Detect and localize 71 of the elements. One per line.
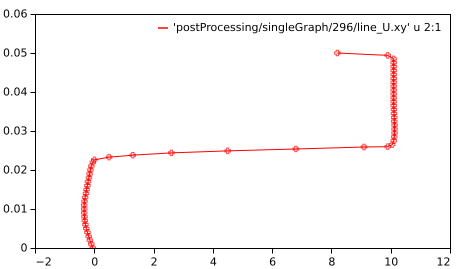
point (80, 210, 88, 216)
point (80, 202, 88, 208)
point (292, 146, 300, 152)
point (384, 143, 391, 150)
point (391, 122, 398, 128)
point (91, 156, 98, 164)
point (130, 152, 136, 158)
point (391, 118, 398, 124)
point (390, 86, 397, 94)
point (88, 240, 95, 248)
point (390, 67, 397, 74)
point (390, 90, 397, 98)
x-tick-label: 10 (384, 256, 398, 268)
point (390, 94, 397, 102)
point (390, 106, 398, 113)
point (391, 130, 398, 136)
point (87, 166, 94, 174)
point (390, 82, 397, 90)
point (83, 225, 90, 232)
x-tick-label: 4 (210, 256, 217, 268)
x-tick-label: 12 (436, 256, 450, 268)
x-tick-label: 6 (269, 256, 276, 268)
point (384, 52, 391, 59)
point (81, 214, 88, 220)
point (86, 170, 93, 178)
point (390, 63, 397, 70)
y-tick-label: 0.03 (3, 124, 28, 138)
point (83, 186, 90, 193)
point (84, 182, 91, 189)
point (390, 60, 397, 66)
x-tick-label: 2 (150, 256, 158, 268)
x-tick-label: 8 (328, 256, 336, 268)
point (390, 79, 397, 86)
point (88, 162, 95, 170)
point (224, 148, 231, 154)
x-tick-label: 0 (91, 256, 98, 268)
y-tick-label: 0.02 (3, 164, 28, 176)
point (80, 206, 88, 212)
legend-label: 'postProcessing/singleGraph/296/line_U.xy' u 2:1 (173, 21, 442, 34)
y-tick-label: 0.06 (3, 8, 28, 20)
point (390, 75, 397, 82)
point (391, 134, 398, 140)
point (82, 221, 89, 228)
y-tick-label: 0 (20, 242, 28, 254)
point (390, 110, 398, 117)
point (82, 217, 88, 224)
point (334, 50, 341, 56)
point (85, 233, 92, 240)
point (86, 236, 94, 244)
x-tick-label: −2 (36, 256, 52, 268)
point (90, 158, 96, 166)
point (390, 71, 397, 78)
point (391, 114, 398, 121)
point (82, 190, 90, 197)
point (168, 150, 175, 156)
point (81, 198, 88, 204)
point (82, 194, 88, 201)
point (388, 141, 396, 148)
point (106, 154, 112, 160)
point (84, 178, 92, 185)
y-tick-label: 0.05 (3, 46, 28, 60)
y-tick-label: 0.01 (3, 202, 28, 216)
point (390, 56, 397, 62)
point (86, 174, 92, 182)
point (390, 102, 397, 109)
point (84, 229, 91, 236)
y-tick-label: 0.04 (3, 86, 28, 98)
point (390, 138, 397, 144)
point (360, 144, 368, 150)
point (390, 98, 397, 105)
point (391, 126, 398, 132)
